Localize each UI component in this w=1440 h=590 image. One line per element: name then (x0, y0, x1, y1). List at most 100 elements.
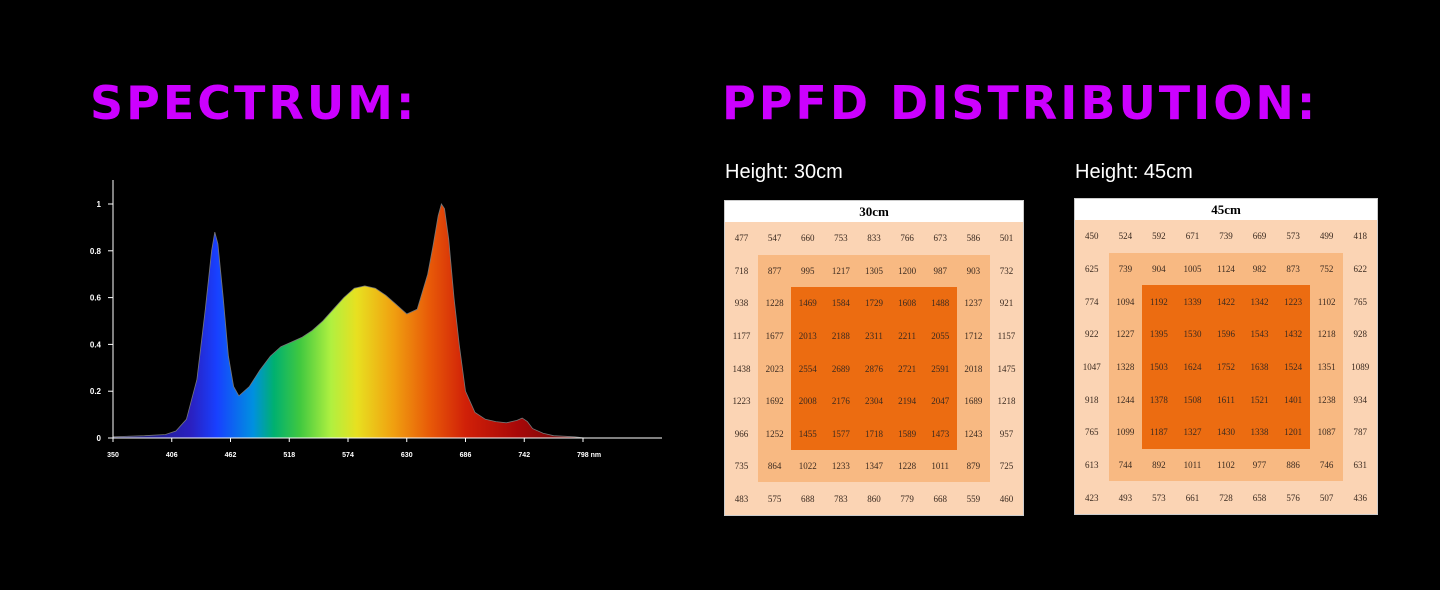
ppfd-value: 1218 (1317, 329, 1336, 340)
ppfd-grid-title: 30cm (725, 201, 1023, 222)
ppfd-value: 1488 (931, 298, 950, 309)
ppfd-value: 765 (1353, 296, 1367, 307)
ppfd-core-zone (1142, 285, 1310, 449)
ppfd-value: 1200 (898, 265, 917, 276)
ppfd-value: 1473 (931, 428, 950, 439)
y-tick-label: 0.6 (90, 294, 102, 303)
ppfd-core-zone (791, 287, 957, 450)
ppfd-value: 787 (1353, 427, 1367, 438)
ppfd-value: 877 (767, 265, 782, 276)
ppfd-value: 1692 (765, 396, 784, 407)
ppfd-value: 2689 (831, 363, 850, 374)
x-tick-label: 518 (283, 452, 295, 459)
ppfd-value: 779 (900, 493, 914, 504)
ppfd-value: 1237 (964, 298, 983, 309)
ppfd-value: 833 (867, 233, 881, 244)
ppfd-value: 1378 (1149, 394, 1168, 405)
ppfd-value: 886 (1286, 460, 1300, 470)
ppfd-value: 2047 (931, 396, 950, 407)
ppfd-value: 1339 (1183, 296, 1202, 307)
ppfd-value: 934 (1353, 394, 1367, 405)
x-tick-label: 630 (401, 452, 413, 459)
ppfd-value: 1455 (798, 428, 817, 439)
ppfd-value: 2591 (931, 363, 950, 374)
ppfd-value: 1608 (898, 298, 917, 309)
ppfd-value: 2055 (931, 330, 950, 341)
ppfd-value: 668 (933, 493, 947, 504)
ppfd-value: 918 (1085, 394, 1099, 405)
ppfd-value: 493 (1118, 492, 1133, 503)
x-tick-label: 798 nm (577, 452, 601, 459)
ppfd-value: 1102 (1217, 460, 1235, 470)
ppfd-value: 613 (1085, 460, 1099, 470)
y-tick-label: 1 (97, 200, 102, 209)
ppfd-grid-30cm: 30cm 477 547 660 753 833 766 673 586 501 718 877 99… (724, 200, 1024, 516)
ppfd-value: 744 (1118, 460, 1133, 470)
ppfd-value: 903 (966, 265, 981, 276)
x-tick-label: 406 (166, 452, 178, 459)
ppfd-grid-body: 477 547 660 753 833 766 673 586 501 718 877 995 1217… (725, 222, 1023, 515)
ppfd-value: 1192 (1150, 296, 1168, 307)
ppfd-value: 575 (767, 493, 782, 504)
ppfd-value: 1596 (1217, 329, 1235, 340)
ppfd-value: 418 (1353, 231, 1367, 242)
ppfd-value: 873 (1286, 264, 1300, 274)
ppfd-value: 1401 (1284, 394, 1303, 405)
ppfd-value: 752 (1319, 264, 1334, 274)
ppfd-value: 592 (1152, 231, 1166, 242)
ppfd-value: 1223 (1284, 296, 1303, 307)
height-30cm-label: Height: 30cm (725, 161, 843, 183)
ppfd-value: 2311 (865, 330, 883, 341)
ppfd-value: 1689 (964, 396, 983, 407)
ppfd-value: 1233 (831, 461, 850, 472)
ppfd-value: 1201 (1284, 427, 1303, 438)
ppfd-value: 732 (999, 265, 1014, 276)
ppfd-value: 1022 (798, 461, 817, 472)
spectrum-chart: 0 0.2 0.4 0.6 0.8 1 350 406 462 518 574 630 686 742 79… (90, 180, 662, 459)
ppfd-value: 1099 (1116, 427, 1135, 438)
ppfd-value: 671 (1185, 231, 1200, 242)
ppfd-value: 860 (867, 493, 881, 504)
ppfd-value: 725 (999, 461, 1014, 472)
ppfd-value: 765 (1085, 427, 1099, 438)
height-45cm-label: Height: 45cm (1075, 161, 1193, 183)
ppfd-value: 2013 (798, 330, 817, 341)
ppfd-value: 892 (1152, 460, 1166, 470)
ppfd-value: 2211 (898, 330, 916, 341)
x-tick-label: 574 (342, 452, 354, 459)
ppfd-value: 735 (734, 461, 749, 472)
ppfd-value: 1677 (765, 330, 784, 341)
x-tick-label: 686 (460, 452, 472, 459)
ppfd-value: 987 (933, 265, 947, 276)
ppfd-value: 1430 (1217, 427, 1235, 438)
ppfd-value: 922 (1085, 329, 1099, 340)
ppfd-value: 774 (1085, 296, 1099, 307)
ppfd-grid-45cm: 45cm 450 524 592 671 739 669 573 499 418 625 739 90… (1074, 198, 1378, 515)
ppfd-value: 1218 (997, 396, 1016, 407)
ppfd-value: 2194 (898, 396, 917, 407)
ppfd-value: 739 (1219, 231, 1233, 242)
ppfd-grid-title: 45cm (1075, 199, 1377, 220)
ppfd-grid-body: 450 524 592 671 739 669 573 499 418 625 739 904 1005… (1075, 220, 1377, 514)
ppfd-value: 673 (933, 233, 947, 244)
ppfd-value: 2721 (898, 363, 917, 374)
ppfd-value: 1102 (1317, 296, 1336, 307)
ppfd-value: 576 (1286, 492, 1300, 503)
ppfd-value: 423 (1085, 492, 1099, 503)
ppfd-value: 1223 (732, 396, 751, 407)
ppfd-value: 1624 (1183, 362, 1202, 372)
ppfd-value: 1094 (1116, 296, 1135, 307)
ppfd-value: 904 (1152, 264, 1166, 274)
y-tick-label: 0.4 (90, 340, 102, 349)
y-tick-label: 0 (97, 434, 102, 443)
ppfd-value: 1718 (865, 428, 883, 439)
ppfd-value: 658 (1252, 492, 1267, 503)
ppfd-value: 2023 (765, 363, 784, 374)
ppfd-value: 477 (734, 233, 749, 244)
ppfd-value: 864 (767, 461, 782, 472)
ppfd-value: 1124 (1217, 264, 1235, 274)
ppfd-value: 460 (999, 493, 1014, 504)
ppfd-value: 501 (999, 233, 1014, 244)
ppfd-value: 1752 (1217, 362, 1235, 372)
ppfd-value: 1438 (732, 363, 751, 374)
